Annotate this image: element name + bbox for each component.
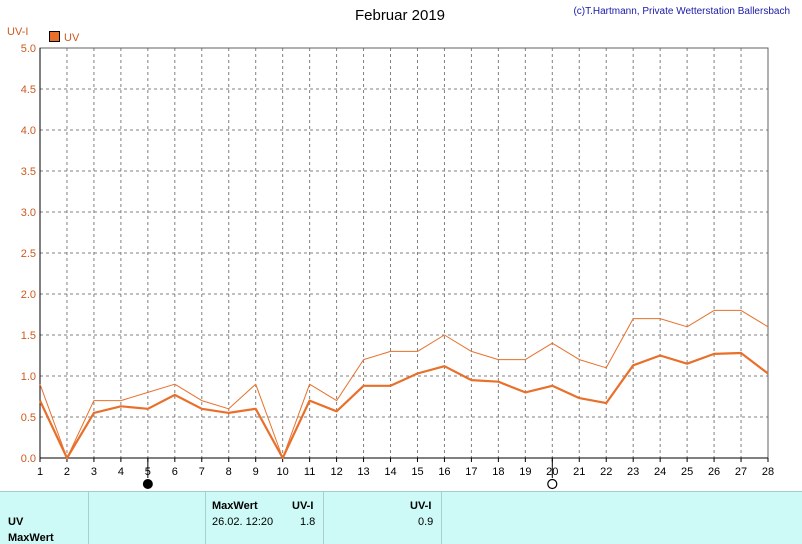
chart-grid [39,47,769,459]
x-tick-label: 26 [708,466,720,478]
copyright-text: (c)T.Hartmann, Private Wetterstation Bal… [573,6,790,17]
x-tick-label: 27 [735,466,747,478]
x-tick-label: 12 [330,466,342,478]
chart-title: Februar 2019 [354,7,446,24]
x-tick-label: 7 [199,466,205,478]
x-tick-label: 17 [465,466,477,478]
series-line-uv-mean [39,351,769,460]
x-tick-label: 9 [253,466,259,478]
row-label-uv: UV [8,516,24,528]
y-tick-label: 3.5 [21,166,36,178]
y-axis-label: UV-I [7,26,29,38]
x-tick-label: 24 [654,466,666,478]
moon-markers [142,458,558,490]
avg-value: 0.9 [418,516,434,528]
table-divider [323,492,324,544]
table-divider [88,492,89,544]
legend: UV [49,31,79,44]
x-tick-label: 16 [438,466,450,478]
series-line-uv-max [39,309,769,459]
y-tick-label: 0.5 [21,412,36,424]
x-tick-label: 23 [627,466,639,478]
y-tick-label: 4.0 [21,125,36,137]
full-moon-icon [547,478,558,490]
x-tick-label: 25 [681,466,693,478]
x-tick-label: 10 [277,466,289,478]
y-tick-label: 1.5 [21,330,36,342]
row-label-maxwert: MaxWert [8,532,54,544]
y-tick-label: 1.0 [21,371,36,383]
x-tick-label: 6 [172,466,178,478]
x-tick-label: 14 [384,466,396,478]
uv-chart: 0.00.51.01.52.02.53.03.54.04.55.0 123456… [21,43,774,490]
x-tick-label: 28 [762,466,774,478]
max-value: 1.8 [300,516,316,528]
table-divider [441,492,442,544]
x-tick-label: 18 [492,466,504,478]
y-tick-label: 5.0 [21,43,36,55]
x-tick-label: 3 [91,466,97,478]
x-tick-label: 4 [118,466,124,478]
y-tick-label: 0.0 [21,453,36,465]
x-tick-label: 1 [37,466,43,478]
legend-label: UV [64,32,80,44]
x-tick-label: 8 [226,466,232,478]
y-tick-label: 2.0 [21,289,36,301]
x-tick-label: 11 [304,466,315,478]
x-tick-labels: 1234567891011121314151617181920212223242… [37,458,774,478]
uv-header-2: UV-I [410,500,432,512]
x-tick-label: 19 [519,466,531,478]
max-date: 26.02. 12:20 [212,516,274,528]
y-tick-label: 3.0 [21,207,36,219]
table-divider [205,492,206,544]
x-tick-label: 2 [64,466,70,478]
y-tick-labels: 0.0 0.5 1.0 1.5 2.0 2.5 3.0 3.5 4.0 4.5 5.0 [21,43,36,465]
x-tick-label: 21 [573,466,585,478]
x-tick-label: 15 [411,466,423,478]
y-tick-label: 2.5 [21,248,36,260]
max-header: MaxWert [212,500,258,512]
y-tick-label: 4.5 [21,84,36,96]
x-tick-label: 22 [600,466,612,478]
legend-swatch [49,31,60,42]
series-lines [39,309,769,460]
summary-table: MaxWert UV-I UV-I UV 26.02. 12:20 1.8 0.… [0,491,802,544]
new-moon-icon [142,479,153,489]
x-tick-label: 13 [357,466,369,478]
uv-header-1: UV-I [292,500,314,512]
